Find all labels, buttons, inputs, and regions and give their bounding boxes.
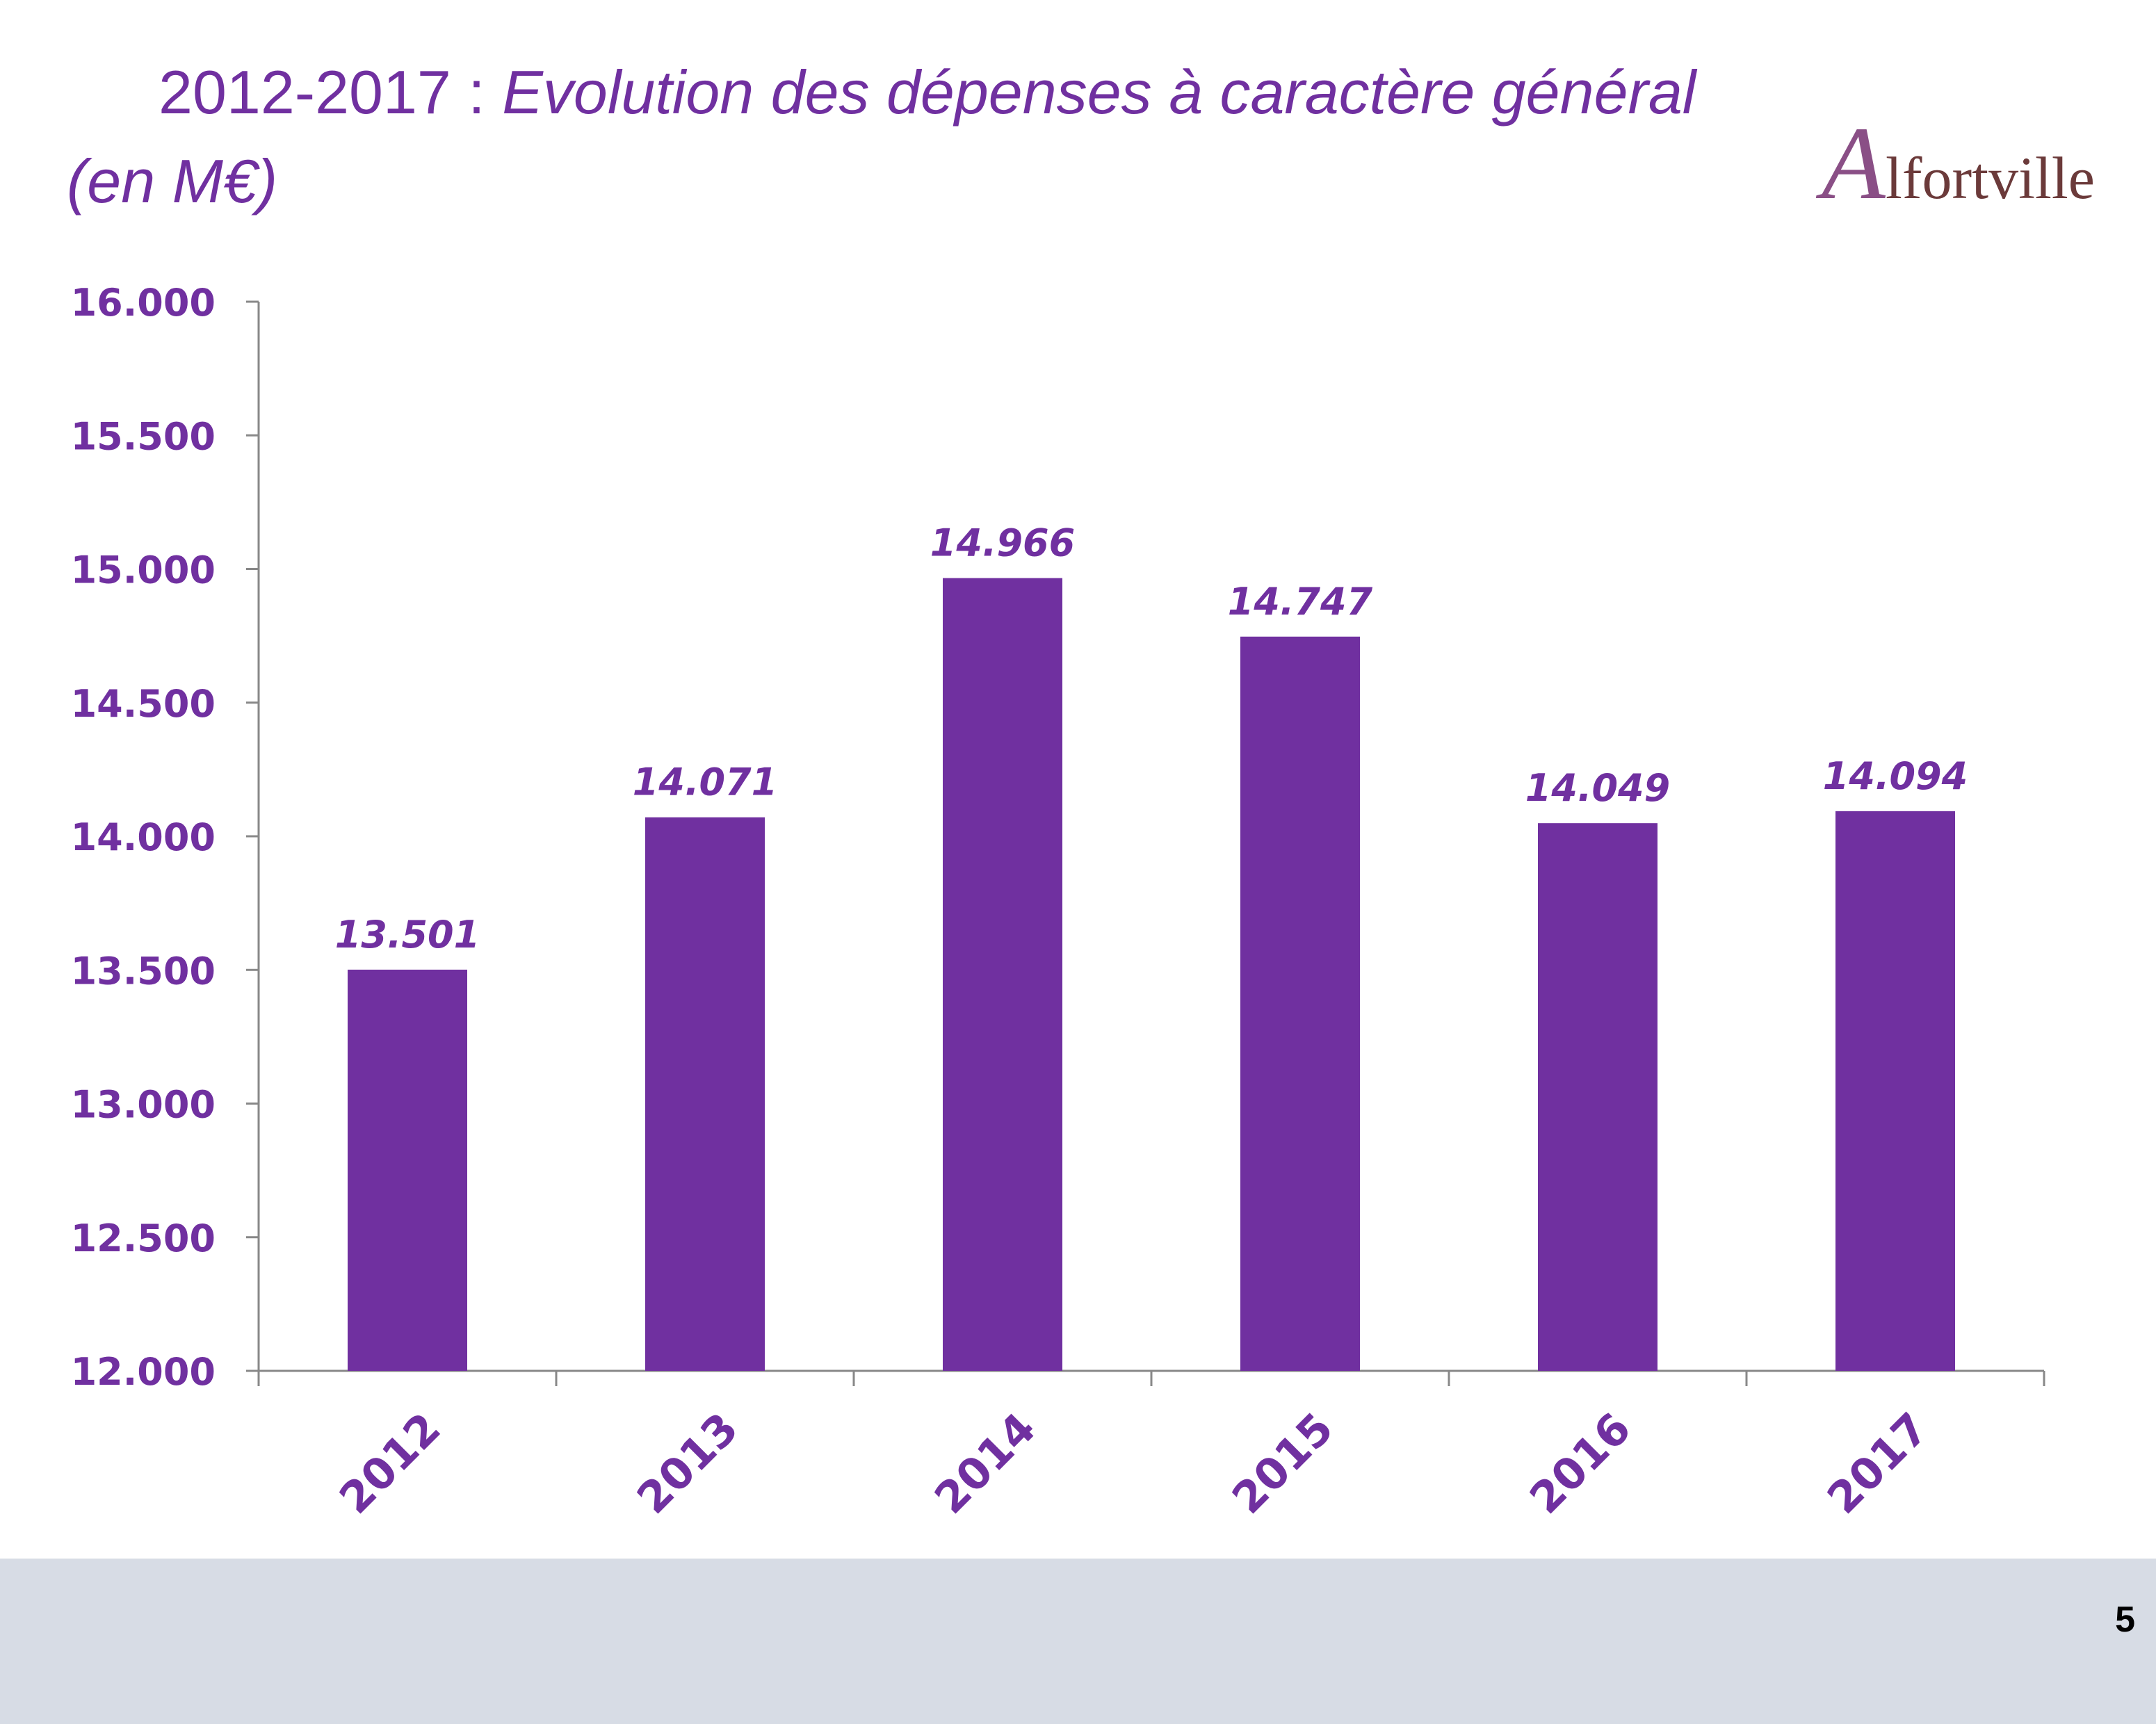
data-label: 14.747 (1228, 580, 1373, 624)
alfortville-logo: A lfortville (1822, 104, 2127, 229)
y-tick-label: 15.500 (71, 414, 216, 458)
x-tick-label: 2016 (1520, 1403, 1641, 1524)
x-tick-label: 2014 (925, 1403, 1046, 1524)
x-tick-label: 2015 (1222, 1403, 1343, 1524)
x-axis: 2012 2013 2014 2015 2016 2017 (257, 1369, 2045, 1524)
y-tick-label: 12.500 (71, 1217, 216, 1260)
y-tick-label: 14.000 (71, 815, 216, 859)
data-label: 14.071 (633, 761, 777, 804)
x-tick-label: 2013 (627, 1403, 748, 1524)
title-subject: Evolution des dépenses à caractère génér… (502, 58, 1696, 127)
title-unit: (en M€) (67, 147, 278, 216)
y-tick-label: 13.500 (71, 949, 216, 993)
bar (348, 969, 467, 1371)
y-tick-label: 15.000 (71, 548, 216, 592)
page-number: 5 (2115, 1600, 2135, 1640)
data-label: 13.501 (335, 913, 480, 957)
chart-title: 2012-2017 : Evolution des dépenses à car… (159, 54, 1696, 131)
footer-band (0, 1559, 2156, 1724)
bar (943, 578, 1062, 1371)
bars (348, 578, 1955, 1371)
logo-wordmark: lfortville (1886, 145, 2095, 211)
y-tick-label: 16.000 (71, 281, 216, 325)
y-axis: 12.000 12.500 13.000 13.500 14.000 14.500 15.0… (71, 281, 260, 1394)
data-label: 14.094 (1823, 754, 1968, 798)
data-label: 14.966 (930, 521, 1075, 565)
bar (645, 817, 765, 1371)
x-tick-label: 2017 (1817, 1403, 1938, 1524)
y-tick-label: 12.000 (71, 1350, 216, 1394)
logo-initial: A (1822, 106, 1886, 221)
y-tick-label: 14.500 (71, 682, 216, 726)
data-labels: 13.501 14.071 14.966 14.747 14.049 14.094 (335, 521, 1968, 957)
x-tick-label: 2012 (330, 1403, 451, 1524)
bar-chart: 12.000 12.500 13.000 13.500 14.000 14.500 15.0… (71, 281, 2045, 1524)
bar (1835, 811, 1955, 1371)
data-label: 14.049 (1525, 766, 1670, 810)
y-tick-label: 13.000 (71, 1083, 216, 1127)
bar (1240, 636, 1360, 1371)
title-years: 2012-2017 : (159, 58, 503, 127)
bar (1538, 823, 1657, 1371)
